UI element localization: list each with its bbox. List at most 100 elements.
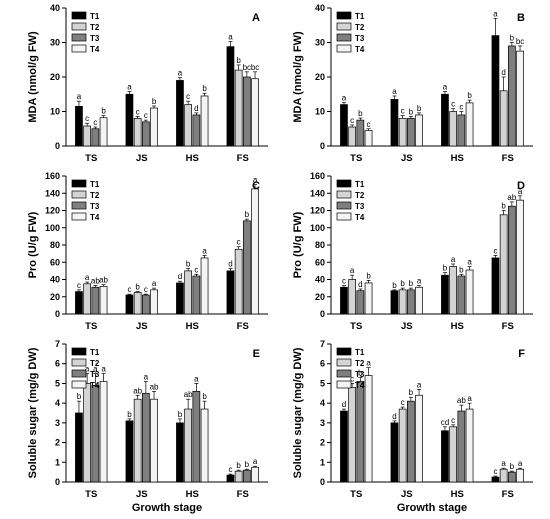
bar-t2 [499,214,508,315]
x-tick-label: TS [350,153,362,164]
y-tick-label: 5 [320,378,325,388]
x-tick-label: HS [186,321,199,332]
significance-letter: b [459,265,464,274]
significance-letter: a [127,82,132,91]
significance-letter: b [77,392,82,401]
significance-letter: a [144,372,149,381]
significance-letter: a [493,9,498,18]
legend-label: T2 [355,23,365,32]
y-tick-label: 2 [55,438,60,448]
significance-letter: c [228,465,232,474]
bar-t4 [415,394,423,483]
bar-t2 [184,408,192,483]
y-tick-label: 7 [320,339,325,349]
y-tick-label: 6 [320,359,325,369]
significance-letter: b [510,34,515,43]
y-tick-label: 20 [50,292,60,302]
legend-label: T1 [90,180,100,189]
significance-letter: a [350,266,355,275]
bar-t3 [243,220,251,315]
x-tick-label: HS [451,321,464,332]
y-tick-label: 30 [315,38,325,48]
legend-swatch-t4 [336,212,352,221]
bar-t1 [491,35,500,147]
bar-t2 [133,398,142,483]
bar-t2 [398,118,407,147]
significance-letter: b [358,109,363,118]
bar-t4 [99,117,108,147]
bar-t3 [356,119,365,147]
significance-letter: b [392,281,397,290]
legend-swatch-t2 [71,22,87,31]
significance-letter: c [85,114,89,123]
legend-label: T4 [90,381,100,390]
y-tick-label: 40 [315,275,325,285]
legend-label: T1 [355,12,365,21]
significance-letter: a [366,359,371,368]
bar-t4 [99,381,108,483]
bar-t3 [508,205,516,315]
significance-letter: d [358,280,362,289]
significance-letter: b [152,97,157,106]
legend-label: T2 [90,23,100,32]
bar-t1 [226,270,235,315]
x-tick-label: JS [136,489,148,500]
significance-letter: ab [457,396,466,405]
y-axis-label: Pro (U/g FW) [27,211,39,278]
legend-swatch-t3 [336,369,352,378]
bar-t2 [184,270,192,315]
y-tick-label: 160 [45,171,60,181]
significance-letter: b [409,388,414,397]
significance-letter: b [127,410,132,419]
bar-t1 [340,410,348,483]
y-tick-label: 0 [320,477,325,487]
significance-letter: a [178,69,183,78]
bar-t2 [449,266,457,315]
legend-swatch-t2 [336,358,352,367]
legend-swatch-t3 [336,33,352,42]
significance-letter: a [228,32,233,41]
significance-letter: a [202,246,207,255]
x-tick-label: FS [237,153,249,164]
bar-t4 [516,468,524,483]
bar-t2 [83,383,92,483]
panel-letter: E [253,348,260,360]
y-tick-label: 7 [55,339,60,349]
legend-label: T1 [355,348,365,357]
significance-letter: b [417,104,422,113]
y-tick-label: 20 [315,292,325,302]
significance-letter: bc [251,63,259,72]
significance-letter: c [136,107,140,116]
bar-t3 [142,294,150,315]
bar-t1 [390,290,399,315]
significance-letter: a [342,94,347,103]
significance-letter: a [194,374,199,383]
y-tick-label: 0 [55,141,60,151]
significance-letter: d [178,272,182,281]
bar-t4 [364,130,373,147]
y-tick-label: 80 [315,240,325,250]
legend-swatch-t3 [71,33,87,42]
bar-t1 [390,99,399,147]
y-tick-label: 40 [50,3,60,13]
bar-t1 [75,412,83,483]
x-tick-label: JS [401,153,413,164]
y-tick-label: 2 [320,438,325,448]
y-tick-label: 160 [310,171,325,181]
y-tick-label: 3 [55,418,60,428]
legend-swatch-t1 [71,347,87,356]
x-tick-label: JS [136,153,148,164]
y-tick-label: 30 [50,38,60,48]
x-tick-label: TS [85,153,97,164]
bar-t1 [125,420,134,483]
bar-t4 [465,269,474,315]
bar-t4 [465,408,474,483]
y-tick-label: 100 [310,223,325,233]
significance-letter: c [93,118,97,127]
y-tick-label: 40 [50,275,60,285]
significance-letter: c [451,100,455,109]
